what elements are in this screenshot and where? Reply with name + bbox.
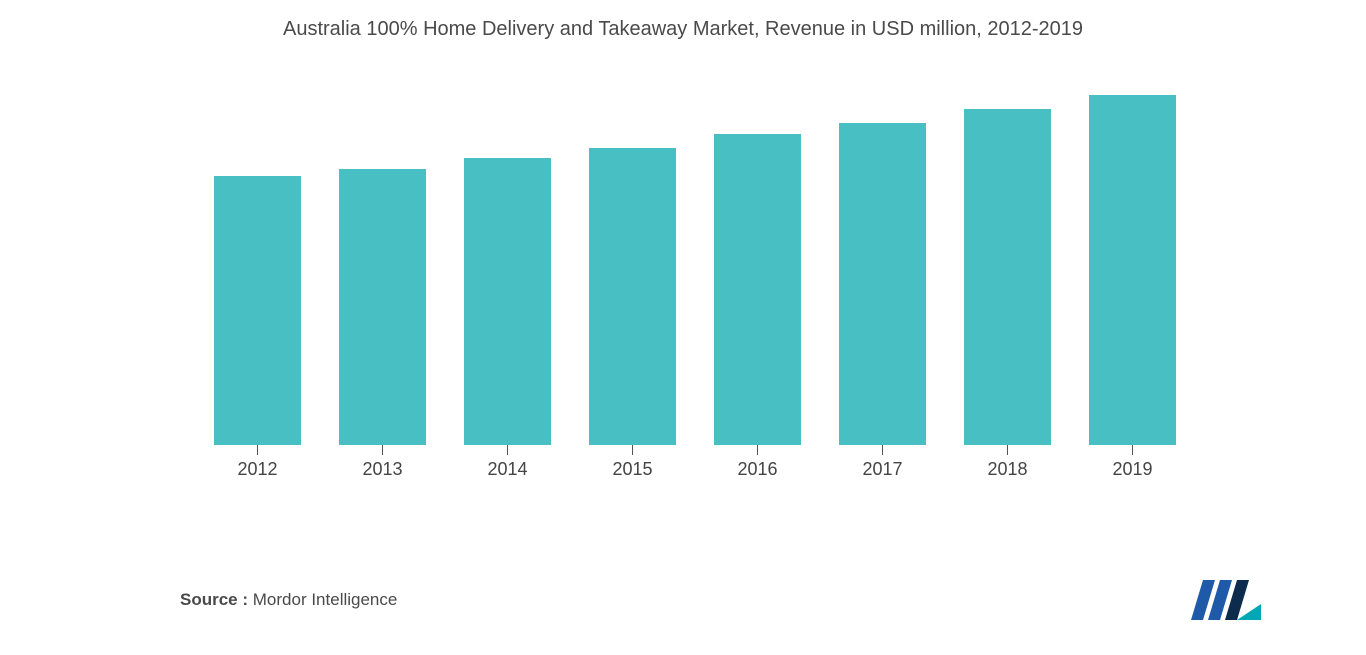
source-label: Source : [180,590,248,609]
bar [714,134,802,446]
bar [964,109,1052,445]
x-label: 2017 [820,455,945,480]
bar-slot [1070,95,1195,445]
bar-slot [320,95,445,445]
x-label: 2019 [1070,455,1195,480]
x-tick [882,445,883,455]
x-label: 2016 [695,455,820,480]
bar [589,148,677,446]
bar [464,158,552,445]
x-label: 2012 [195,455,320,480]
tick-slot [570,445,695,455]
plot-area [195,95,1195,445]
bar-slot [695,95,820,445]
x-tick [632,445,633,455]
bar-slot [445,95,570,445]
x-tick [507,445,508,455]
x-label: 2013 [320,455,445,480]
tick-slot [445,445,570,455]
chart-title: Australia 100% Home Delivery and Takeawa… [0,18,1366,41]
x-labels: 20122013201420152016201720182019 [195,455,1195,480]
source-text: Mordor Intelligence [253,590,398,609]
x-label: 2015 [570,455,695,480]
x-tick [1007,445,1008,455]
bar [214,176,302,446]
chart-container: Australia 100% Home Delivery and Takeawa… [0,0,1366,655]
x-tick [257,445,258,455]
tick-slot [320,445,445,455]
bar [339,169,427,446]
tick-slot [195,445,320,455]
source-attribution: Source : Mordor Intelligence [180,590,397,610]
x-ticks [195,445,1195,455]
mordor-logo-icon [1191,580,1261,620]
x-tick [382,445,383,455]
x-label: 2014 [445,455,570,480]
bar-slot [195,95,320,445]
bars-group [195,95,1195,445]
x-label: 2018 [945,455,1070,480]
x-tick [757,445,758,455]
tick-slot [945,445,1070,455]
tick-slot [1070,445,1195,455]
bar-slot [945,95,1070,445]
bar-slot [570,95,695,445]
tick-slot [695,445,820,455]
bar [839,123,927,445]
tick-slot [820,445,945,455]
bar-slot [820,95,945,445]
x-tick [1132,445,1133,455]
bar [1089,95,1177,445]
